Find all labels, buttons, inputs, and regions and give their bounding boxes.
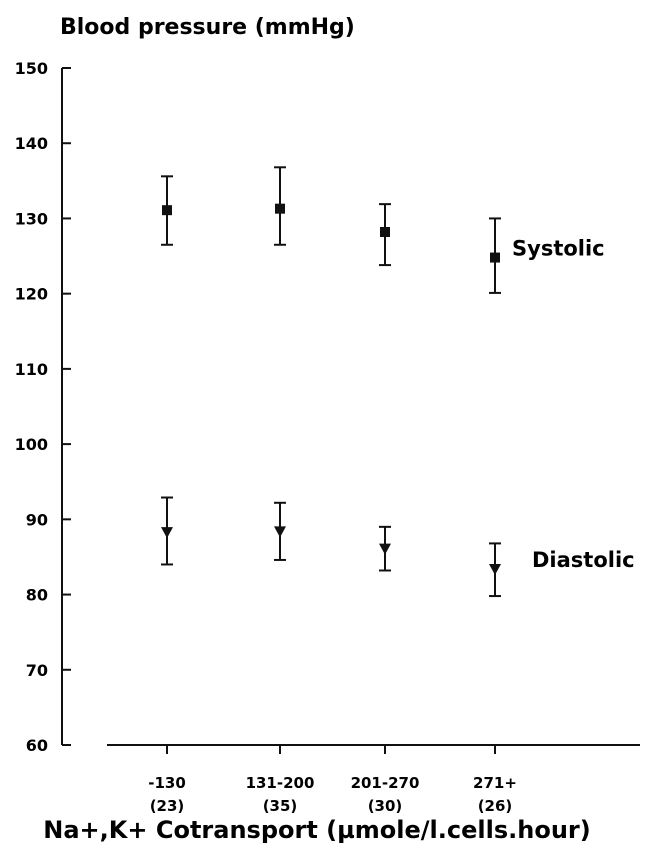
diastolic-point (379, 543, 391, 555)
y-axis-label: Blood pressure (mmHg) (60, 15, 355, 40)
x-category-label: -130 (148, 774, 186, 792)
x-category-label: 201-270 (351, 774, 420, 792)
x-category-count: (35) (263, 797, 298, 815)
x-axis-label: Na+,K+ Cotransport (µmole/l.cells.hour) (43, 816, 590, 844)
y-tick-label: 80 (26, 586, 48, 605)
systolic-series-label: Systolic (512, 237, 605, 261)
y-tick-label: 140 (15, 134, 48, 153)
y-tick-label: 60 (26, 736, 48, 755)
systolic-point (380, 226, 390, 237)
diastolic-point (274, 526, 286, 538)
systolic-point (275, 203, 285, 214)
x-category-label: 271+ (473, 774, 517, 792)
x-category-count: (23) (150, 797, 185, 815)
x-category-count: (30) (368, 797, 403, 815)
x-category-label: 131-200 (246, 774, 315, 792)
x-category-count: (26) (478, 797, 513, 815)
y-tick-label: 150 (15, 59, 48, 78)
systolic-point (162, 205, 172, 216)
y-tick-label: 100 (15, 435, 48, 454)
diastolic-point (489, 563, 501, 575)
y-tick-label: 70 (26, 661, 48, 680)
y-tick-label: 90 (26, 510, 48, 529)
diastolic-point (161, 527, 173, 539)
y-tick-label: 110 (15, 360, 48, 379)
y-tick-label: 120 (15, 285, 48, 304)
systolic-point (490, 252, 500, 263)
diastolic-series-label: Diastolic (532, 548, 635, 572)
y-tick-label: 130 (15, 209, 48, 228)
